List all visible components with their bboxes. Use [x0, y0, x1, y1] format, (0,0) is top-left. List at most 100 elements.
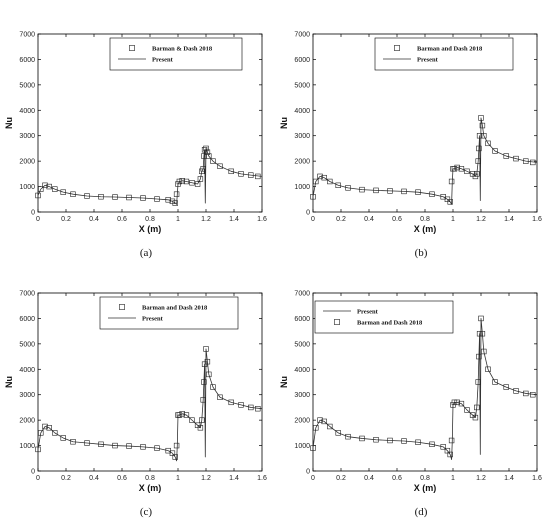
data-point-marker [112, 442, 118, 449]
legend-marker-swatch [334, 319, 340, 325]
data-point-marker [415, 439, 421, 445]
x-tick-label: 0.2 [61, 216, 71, 223]
data-point-marker [179, 411, 185, 417]
panel-label: (a) [140, 247, 153, 259]
data-point-marker [217, 163, 223, 169]
y-tick-label: 1000 [19, 184, 35, 191]
x-tick-label: 0.4 [89, 216, 99, 223]
data-point-marker [485, 140, 491, 147]
data-point-marker [345, 185, 351, 191]
series-line-present [37, 348, 263, 462]
y-tick-label: 7000 [294, 291, 310, 298]
data-point-marker [189, 417, 195, 423]
legend-entry-label: Present [152, 56, 174, 63]
x-tick-label: 0.4 [364, 475, 374, 482]
x-tick-label: 0.6 [392, 216, 402, 223]
y-tick-label: 1000 [294, 443, 310, 450]
x-tick-label: 0.2 [336, 475, 346, 482]
x-tick-label: 1.4 [229, 216, 239, 223]
y-tick-label: 6000 [294, 316, 310, 323]
data-point-marker [165, 197, 171, 203]
data-point-marker [475, 379, 481, 385]
data-point-marker [317, 173, 323, 180]
data-point-marker [203, 346, 209, 352]
x-tick-label: 1.4 [229, 475, 239, 482]
data-point-marker [35, 446, 41, 453]
data-point-marker [126, 443, 132, 449]
data-point-marker [154, 445, 160, 451]
series-line-present [312, 318, 538, 460]
data-point-marker [321, 174, 327, 181]
data-point-marker [228, 168, 234, 175]
x-tick-label: 1.2 [476, 475, 486, 482]
x-tick-label: 1.2 [201, 216, 211, 223]
data-point-marker [60, 189, 66, 195]
data-point-marker [476, 330, 483, 337]
data-point-marker [206, 371, 212, 378]
y-tick-label: 0 [31, 210, 35, 217]
y-tick-label: 4000 [294, 108, 310, 115]
y-tick-label: 5000 [294, 82, 310, 89]
data-point-marker [38, 430, 44, 436]
x-axis-label: X (m) [139, 483, 162, 493]
data-point-marker [481, 133, 487, 139]
x-tick-label: 1.2 [201, 475, 211, 482]
data-point-marker [458, 400, 465, 407]
data-point-marker [472, 414, 479, 421]
data-point-marker [238, 402, 244, 408]
y-tick-label: 6000 [19, 316, 35, 323]
data-point-marker [310, 194, 316, 200]
y-tick-label: 1000 [294, 184, 310, 191]
data-point-marker [248, 404, 254, 411]
data-point-marker [98, 441, 104, 447]
data-point-marker [478, 315, 484, 322]
data-point-marker [176, 178, 183, 185]
legend-marker-swatch [394, 45, 400, 51]
legend-box [374, 37, 514, 71]
data-point-marker [523, 158, 529, 164]
legend-box [314, 300, 454, 334]
y-tick-label: 0 [306, 469, 310, 476]
data-point-marker [206, 153, 212, 159]
data-point-marker [313, 425, 319, 431]
data-point-marker [248, 172, 254, 178]
legend-entry-label: Barman and Dash 2018 [357, 319, 423, 326]
y-tick-label: 3000 [294, 392, 310, 399]
x-tick-label: 0.4 [89, 475, 99, 482]
series-line-present [312, 117, 538, 205]
data-point-marker [194, 181, 201, 187]
data-point-marker [210, 158, 216, 164]
data-point-marker [52, 186, 58, 192]
y-axis-label: Nu [4, 117, 14, 129]
data-point-marker [401, 438, 407, 444]
y-axis-label: Nu [279, 117, 289, 129]
data-point-marker [321, 418, 327, 425]
data-point-marker [464, 407, 470, 413]
x-tick-label: 0.4 [364, 216, 374, 223]
data-point-marker [84, 193, 90, 199]
data-point-marker [203, 145, 209, 152]
data-point-marker [183, 412, 190, 418]
data-point-marker [448, 178, 455, 185]
x-tick-label: 1 [451, 216, 455, 223]
y-tick-label: 2000 [294, 159, 310, 166]
legend-marker-swatch [129, 45, 135, 51]
data-point-marker [476, 133, 483, 139]
y-tick-label: 6000 [294, 57, 310, 64]
y-tick-label: 5000 [294, 341, 310, 348]
data-point-marker [335, 430, 341, 436]
y-tick-label: 6000 [19, 57, 35, 64]
y-tick-label: 4000 [19, 367, 35, 374]
data-point-marker [444, 447, 451, 454]
y-tick-label: 3000 [19, 133, 35, 140]
data-point-marker [474, 171, 480, 177]
x-tick-label: 0 [36, 216, 40, 223]
data-point-marker [200, 397, 206, 403]
data-point-marker [359, 435, 365, 442]
data-point-marker [217, 394, 223, 400]
data-point-marker [335, 182, 341, 188]
legend-entry-label: Present [417, 56, 439, 63]
data-point-marker [478, 115, 484, 121]
data-point-marker [476, 353, 482, 360]
data-point-marker [199, 417, 205, 423]
